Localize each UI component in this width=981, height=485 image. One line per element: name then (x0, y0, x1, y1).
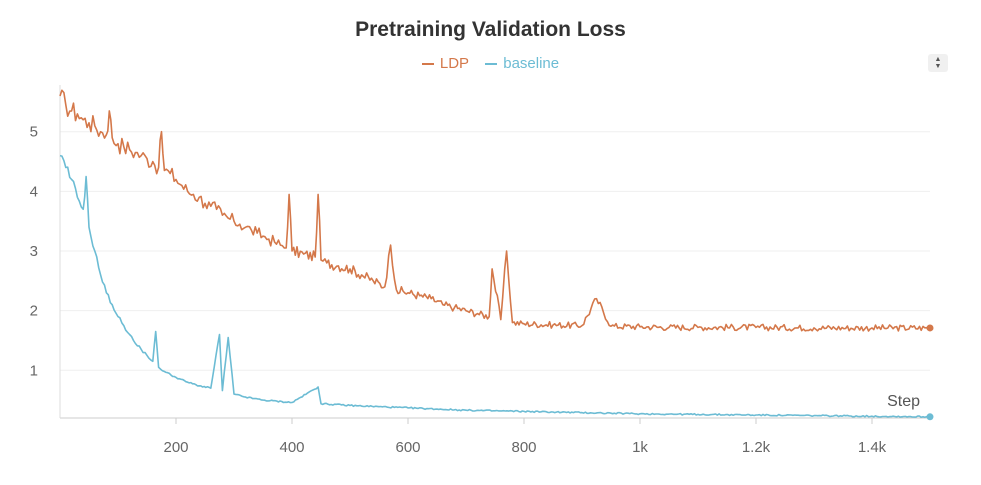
x-tick-label: 1.4k (858, 439, 887, 456)
y-tick-label: 2 (30, 303, 38, 320)
grid-lines (60, 131, 930, 371)
y-tick-label: 3 (30, 243, 38, 260)
legend-label-ldp: LDP (439, 55, 470, 72)
x-tick-label: 1.2k (742, 439, 771, 456)
series-end-point-baseline (926, 413, 934, 421)
series-line-ldp (59, 89, 931, 332)
legend-swatch-ldp (421, 63, 434, 66)
axes (59, 85, 930, 424)
x-tick-label: 600 (395, 439, 420, 456)
x-tick-label: 1k (632, 439, 648, 456)
series-lines (59, 89, 934, 421)
legend-entry-baseline[interactable]: baseline (485, 55, 559, 72)
legend-label-baseline: baseline (503, 55, 560, 72)
x-tick-label: 800 (511, 439, 536, 456)
series-line-baseline (59, 154, 931, 419)
y-tick-label: 1 (30, 362, 38, 379)
x-axis-title: Step (887, 393, 920, 410)
x-tick-label: 200 (163, 439, 188, 456)
x-tick-label: 400 (279, 439, 304, 456)
sort-arrows-icon[interactable]: ▲ ▼ (928, 54, 948, 72)
y-tick-label: 4 (30, 183, 38, 200)
y-tick-label: 5 (30, 124, 38, 141)
chart-title: Pretraining Validation Loss (355, 18, 626, 41)
legend-swatch-baseline (485, 63, 498, 66)
legend-entry-ldp[interactable]: LDP (421, 55, 470, 72)
series-end-point-ldp (926, 324, 934, 332)
legend: LDP baseline (0, 55, 981, 72)
tick-labels: 1 2 3 4 5 200 400 600 800 1k 1.2k 1.4k (30, 124, 887, 456)
